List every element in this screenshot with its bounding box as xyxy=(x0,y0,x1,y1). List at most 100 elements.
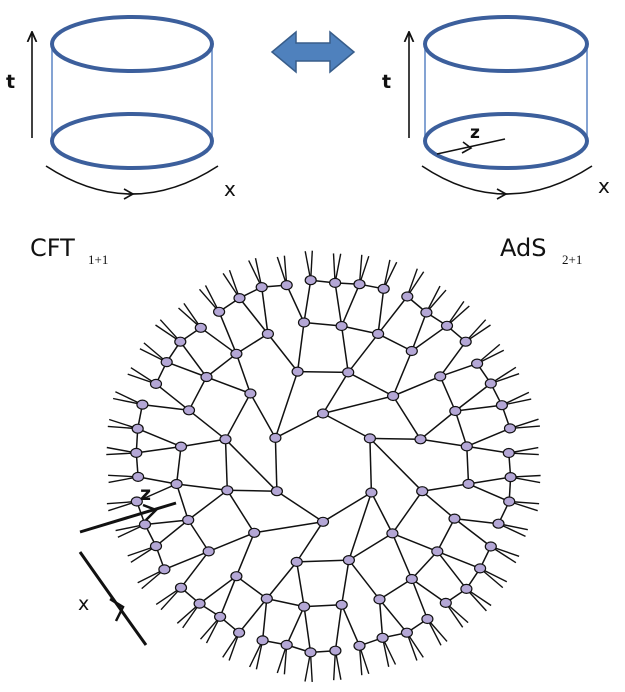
network-bond xyxy=(296,559,349,563)
network-tensor-node xyxy=(353,279,366,290)
cylinder-top xyxy=(50,15,214,73)
network-bond xyxy=(260,287,269,334)
network-bond xyxy=(296,521,324,563)
network-bond xyxy=(466,427,511,448)
network-bond xyxy=(347,333,379,373)
network-bond xyxy=(155,383,190,411)
network-bond xyxy=(411,578,429,620)
network-tensor-node xyxy=(230,571,243,582)
network-tensor-node xyxy=(434,371,447,382)
network-bond xyxy=(286,284,305,323)
network-tensor-node xyxy=(503,496,516,507)
time-axis-label: t xyxy=(6,71,15,93)
network-bond xyxy=(378,598,408,634)
network-tensor-node xyxy=(160,357,173,368)
network-tensor-node xyxy=(421,613,434,625)
network-tensor-node xyxy=(462,478,475,489)
network-tensor-node xyxy=(255,282,268,293)
network-tensor-node xyxy=(329,277,342,288)
network-bond xyxy=(391,533,413,580)
space-axis-arrow xyxy=(45,165,219,195)
network-boundary-label: x xyxy=(78,593,89,615)
network-bond xyxy=(142,403,190,412)
network-bond xyxy=(348,559,381,600)
network-tensor-node xyxy=(280,639,293,651)
network-bond xyxy=(411,325,448,352)
network-bond xyxy=(175,446,182,485)
network-tensor-node xyxy=(363,433,376,444)
network-tensor-node xyxy=(193,598,206,609)
network-bond xyxy=(348,492,373,561)
network-bond xyxy=(238,297,269,335)
network-bond xyxy=(235,333,269,355)
network-bond xyxy=(340,283,361,327)
space-axis-label: x xyxy=(598,174,610,198)
network-tensor-node xyxy=(280,280,293,291)
network-tensor-node xyxy=(244,388,257,399)
cylinder-bottom xyxy=(423,112,589,170)
network-bond xyxy=(334,604,343,651)
network-tensor-node xyxy=(400,627,413,638)
network-tensor-node xyxy=(219,434,232,445)
network-tensor-node xyxy=(202,546,215,557)
network-tensor-node xyxy=(387,390,400,402)
network-bond xyxy=(218,311,238,355)
network-bond xyxy=(377,296,408,335)
network-bond xyxy=(468,476,511,485)
network-radial-arrowhead xyxy=(142,503,159,521)
network-radial-arrow xyxy=(79,501,177,534)
network-tensor-node xyxy=(158,564,171,575)
network-bond xyxy=(439,362,478,378)
network-bond xyxy=(370,492,394,534)
network-tensor-node xyxy=(298,601,311,612)
network-tensor-node xyxy=(329,645,342,656)
network-tensor-node xyxy=(495,400,508,411)
network-tensor-node xyxy=(174,336,187,347)
network-tensor-node xyxy=(484,541,497,552)
network-bond xyxy=(468,483,510,503)
network-bond xyxy=(392,350,413,397)
network-bond xyxy=(322,412,371,440)
network-tensor-node xyxy=(342,367,355,378)
network-bond xyxy=(303,606,312,653)
network-bond xyxy=(411,578,447,604)
network-bond xyxy=(391,490,423,534)
ads-label: AdS xyxy=(500,234,546,262)
space-axis-arrow xyxy=(421,165,593,195)
network-tensor-node xyxy=(269,432,282,443)
network-tensor-node xyxy=(182,514,195,526)
network-bond xyxy=(187,519,210,552)
network-tensor-node xyxy=(335,320,348,332)
radial-axis-arrow xyxy=(436,138,506,155)
network-tensor-node xyxy=(376,632,389,643)
network-bond xyxy=(235,575,268,600)
network-tensor-node xyxy=(405,573,418,585)
network-bond xyxy=(176,483,228,492)
network-tensor-node xyxy=(248,527,261,538)
network-boundary-arrowhead xyxy=(109,597,125,622)
space-axis-arrowhead xyxy=(123,188,135,200)
network-bond xyxy=(466,446,470,484)
network-tensor-node xyxy=(474,563,487,574)
network-bond xyxy=(144,519,189,526)
tensor-network xyxy=(106,250,541,682)
network-radial-label: z xyxy=(140,483,151,505)
network-bond xyxy=(378,599,384,638)
network-bond xyxy=(392,532,438,553)
network-bond xyxy=(235,353,252,394)
ads-cylinder xyxy=(423,15,589,170)
network-tensor-node xyxy=(386,528,399,539)
network-bond xyxy=(180,438,226,448)
network-bond xyxy=(267,333,299,373)
network-bond xyxy=(175,483,189,521)
network-bond xyxy=(369,438,373,493)
network-tensor-node xyxy=(502,447,515,459)
space-axis-label: x xyxy=(224,177,236,201)
network-tensor-node xyxy=(132,471,145,482)
network-bond xyxy=(303,321,342,327)
network-tensor-node xyxy=(405,345,418,357)
network-bond xyxy=(411,550,438,580)
network-bond xyxy=(266,561,298,600)
network-bond xyxy=(238,598,268,634)
